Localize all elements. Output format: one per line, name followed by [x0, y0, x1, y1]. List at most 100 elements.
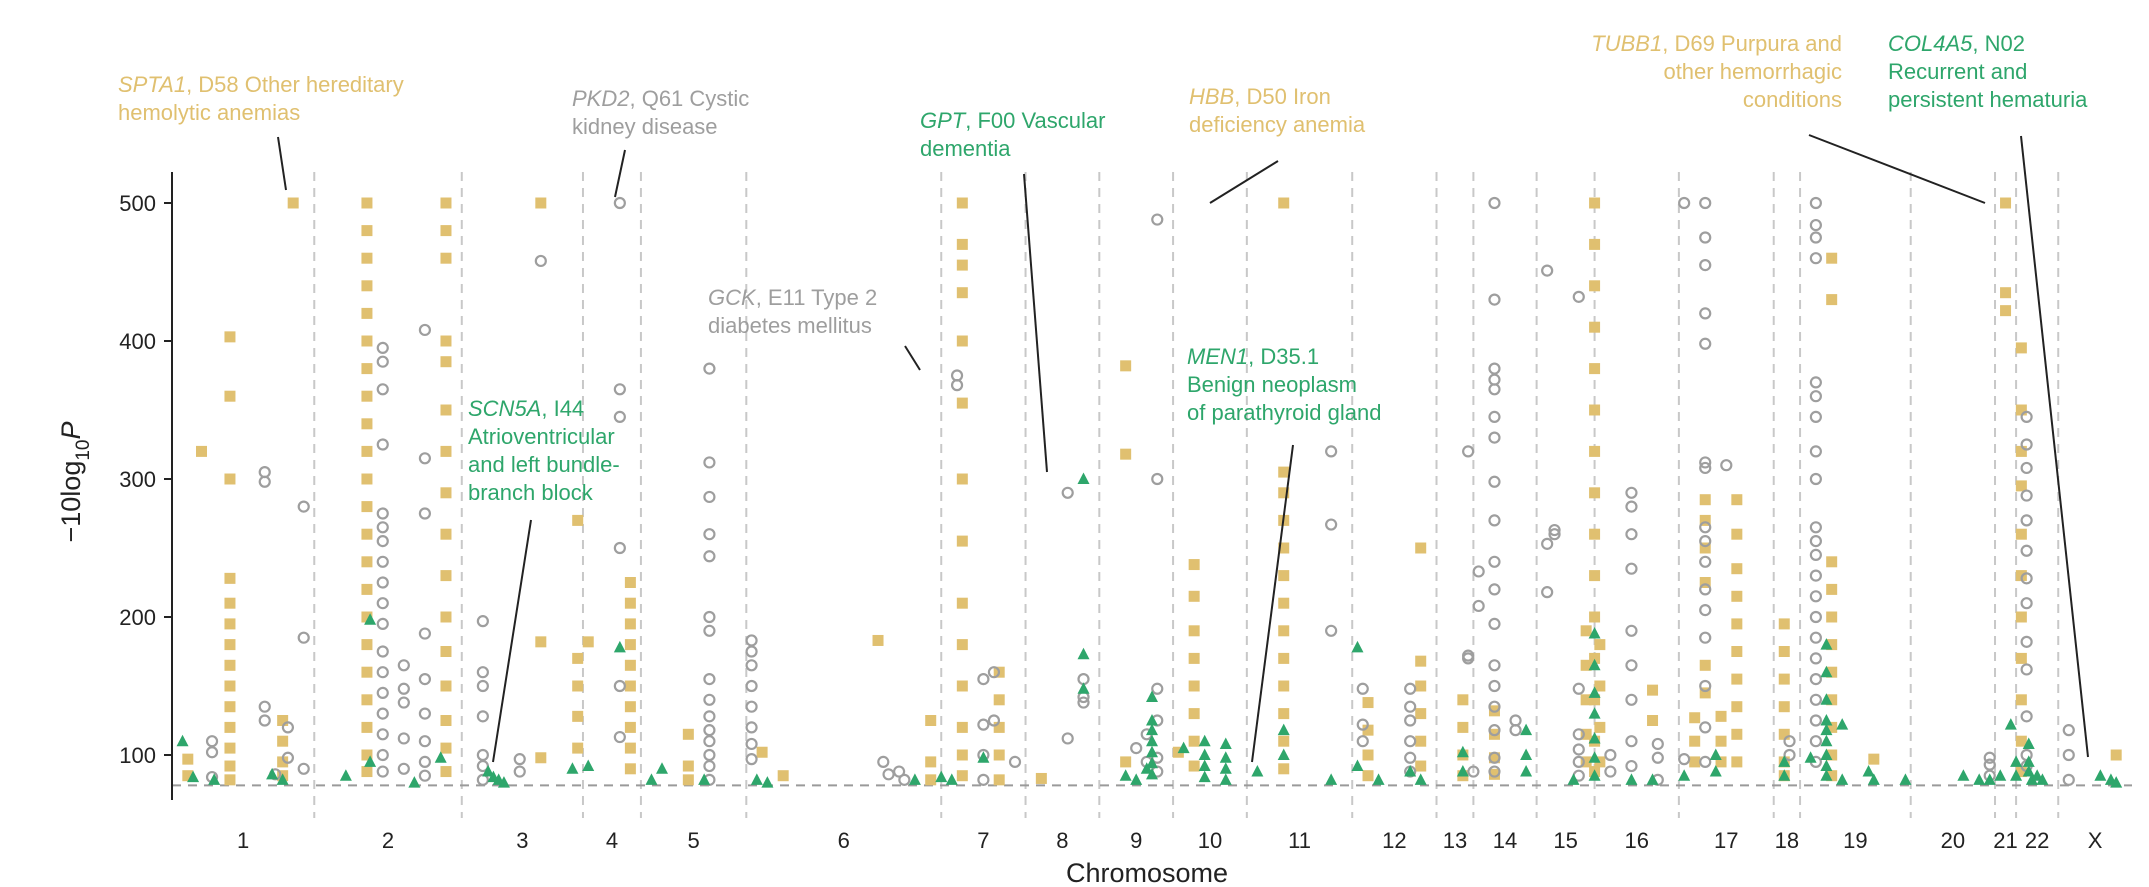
- point-gold-square: [224, 390, 236, 402]
- point-gray-circle: [745, 659, 758, 672]
- point-gold-square: [1647, 684, 1659, 696]
- point-gold-square: [440, 404, 452, 416]
- point-green-triangle: [1820, 665, 1833, 678]
- annotation-label: COL4A5, N02: [1888, 31, 2025, 56]
- point-gold-square: [361, 252, 373, 264]
- x-tick-label: 20: [1941, 828, 1965, 853]
- point-gold-square: [572, 680, 584, 692]
- point-gold-square: [1731, 701, 1743, 713]
- point-gray-circle: [376, 438, 389, 451]
- point-gray-circle: [613, 383, 626, 396]
- point-gray-circle: [1325, 445, 1338, 458]
- point-gold-square: [624, 577, 636, 588]
- point-green-triangle: [1119, 769, 1132, 781]
- point-gold-square: [682, 760, 694, 772]
- point-gray-circle: [703, 735, 716, 748]
- point-gray-circle: [1404, 700, 1417, 713]
- point-green-triangle: [1219, 751, 1232, 763]
- point-green-triangle: [1077, 647, 1090, 660]
- point-gold-square: [224, 742, 236, 754]
- point-gray-circle: [1651, 751, 1664, 764]
- point-gray-circle: [418, 452, 432, 465]
- point-green-triangle: [1588, 731, 1601, 744]
- point-gold-square: [361, 363, 373, 375]
- point-gray-circle: [745, 753, 758, 766]
- point-green-triangle: [208, 773, 221, 785]
- point-gray-circle: [1699, 196, 1712, 210]
- point-gold-square: [1580, 659, 1592, 671]
- point-gray-circle: [703, 748, 716, 762]
- point-gray-circle: [2020, 438, 2033, 451]
- point-gray-circle: [376, 728, 389, 741]
- annotation-label: HBB, D50 Iron: [1189, 84, 1331, 109]
- point-gold-square: [624, 763, 636, 775]
- point-gold-square: [1580, 694, 1592, 706]
- point-gray-circle: [1699, 456, 1712, 469]
- annotation-phenotype: , N02: [1972, 31, 2025, 56]
- point-gray-circle: [1809, 610, 1822, 624]
- point-gold-square: [956, 639, 968, 651]
- point-gold-square: [1415, 708, 1427, 720]
- point-gold-square: [361, 501, 373, 513]
- point-gold-square: [224, 701, 236, 713]
- point-gray-circle: [1462, 445, 1475, 458]
- point-gold-square: [1589, 238, 1601, 250]
- annotation-connector: [1251, 444, 1294, 763]
- point-gold-square: [440, 356, 452, 368]
- point-gold-square: [1278, 708, 1290, 720]
- point-gray-circle: [1699, 307, 1712, 320]
- point-gray-circle: [1809, 672, 1822, 686]
- point-gold-square: [1415, 680, 1427, 692]
- point-gold-square: [956, 680, 968, 692]
- point-green-triangle: [1277, 723, 1290, 736]
- point-gold-square: [1731, 563, 1743, 575]
- point-gray-circle: [476, 666, 489, 679]
- point-green-triangle: [1867, 773, 1880, 785]
- annotation-gene: COL4A5: [1888, 31, 1973, 56]
- point-gray-circle: [418, 755, 432, 769]
- point-gray-circle: [1809, 390, 1822, 403]
- point-gold-square: [1488, 752, 1500, 764]
- point-gray-circle: [1488, 765, 1501, 778]
- point-gold-square: [1826, 770, 1838, 782]
- annotation-gene: MEN1: [1187, 344, 1248, 369]
- point-gray-circle: [1488, 373, 1501, 386]
- point-gray-circle: [745, 645, 758, 658]
- point-green-triangle: [1820, 734, 1833, 747]
- annotation-line: persistent hematuria: [1888, 87, 2088, 112]
- point-gold-square: [1589, 363, 1601, 375]
- point-gray-circle: [1809, 231, 1822, 244]
- point-gold-square: [2015, 766, 2027, 778]
- point-gray-circle: [1404, 735, 1417, 748]
- point-gray-circle: [1809, 631, 1822, 644]
- point-gold-square: [440, 766, 452, 778]
- point-gray-circle: [1678, 753, 1691, 766]
- point-gold-square: [440, 225, 452, 237]
- point-gray-circle: [397, 682, 410, 695]
- point-gold-square: [1689, 756, 1701, 768]
- point-gray-circle: [1699, 555, 1712, 568]
- point-green-triangle: [908, 773, 921, 785]
- annotation-connector: [277, 136, 287, 191]
- point-gray-circle: [1604, 765, 1617, 778]
- point-gold-square: [925, 715, 937, 726]
- point-green-triangle: [1709, 765, 1722, 777]
- annotation-line: other hemorrhagic: [1663, 59, 1842, 84]
- point-gray-circle: [1488, 659, 1501, 672]
- point-gold-square: [1188, 735, 1200, 747]
- point-gray-circle: [1678, 196, 1691, 210]
- point-gold-square: [1594, 639, 1606, 651]
- point-gray-circle: [1625, 659, 1638, 672]
- point-gray-circle: [2020, 461, 2033, 475]
- point-gold-square: [1778, 673, 1790, 685]
- point-gold-square: [1589, 528, 1601, 540]
- point-gold-square: [1188, 559, 1200, 571]
- point-gold-square: [1589, 321, 1601, 333]
- point-gold-square: [361, 639, 373, 651]
- point-gold-square: [1035, 772, 1047, 784]
- point-gold-square: [440, 197, 452, 209]
- point-gray-circle: [1809, 376, 1822, 389]
- point-gold-square: [1188, 652, 1200, 664]
- annotation-gene: HBB: [1189, 84, 1234, 109]
- point-gray-circle: [1488, 514, 1501, 527]
